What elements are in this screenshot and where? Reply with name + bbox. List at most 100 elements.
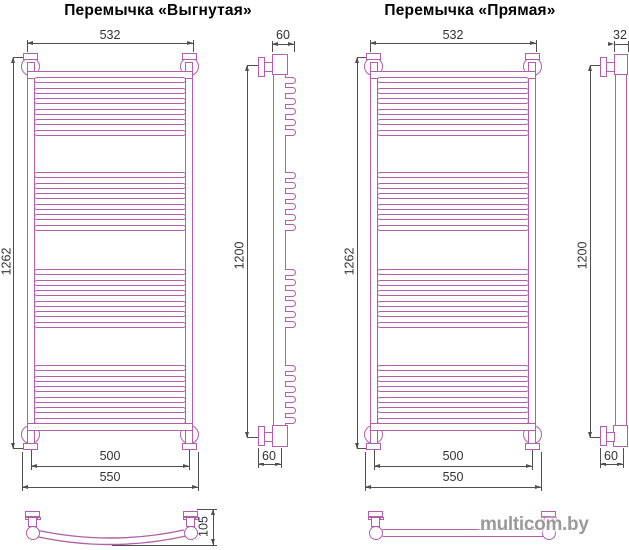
- right-drawing-title: Перемычка «Прямая»: [384, 2, 556, 19]
- curved-bar-stub: [284, 203, 296, 210]
- ladder-bar: [34, 365, 186, 371]
- dim-label-top-depth-right: 32: [613, 28, 627, 42]
- detail-cap-plate: [541, 511, 556, 517]
- dim-arrow: [600, 461, 606, 466]
- curved-bar-stub: [284, 97, 296, 105]
- ladder-bar: [34, 77, 186, 83]
- dim-label-side-height-right: 1200: [575, 241, 590, 270]
- detail-cap-plate: [25, 511, 40, 517]
- ladder-bar: [34, 203, 186, 210]
- ladder-bar: [34, 321, 186, 328]
- ladder-bar: [377, 396, 529, 403]
- ladder-bar: [377, 417, 529, 424]
- ladder-bar: [34, 214, 186, 220]
- ladder-bar: [377, 129, 529, 136]
- dimension-line: [373, 466, 533, 467]
- dimension-line: [30, 450, 32, 470]
- dim-label-bulge-depth: 105: [196, 516, 211, 537]
- dim-arrow: [354, 442, 359, 449]
- curved-bar-stub: [284, 364, 296, 372]
- bottom-crossbar-tube: [27, 423, 193, 431]
- dim-arrow: [607, 41, 614, 46]
- dim-arrow: [244, 65, 249, 71]
- curved-bar-stub: [284, 279, 296, 286]
- ladder-bar: [377, 203, 529, 210]
- dimension-line: [370, 43, 536, 44]
- ladder-bar: [34, 108, 186, 115]
- curved-bar-stub: [284, 268, 296, 276]
- bracket-cap: [23, 53, 38, 60]
- dimension-line: [280, 448, 282, 468]
- curved-bar-stub: [284, 396, 296, 403]
- dimension-line: [365, 487, 541, 488]
- dim-label-top-depth-left: 60: [276, 28, 290, 42]
- bracket-cap: [366, 53, 381, 60]
- ladder-bar: [34, 290, 186, 296]
- dim-label-overall-height-left: 1262: [0, 247, 14, 276]
- dimension-line: [357, 57, 367, 58]
- detail-ball: [25, 526, 40, 540]
- dimension-line: [30, 466, 190, 467]
- dim-arrow: [365, 484, 371, 489]
- dimension-line: [197, 509, 217, 510]
- ladder-bar: [377, 182, 529, 189]
- dimension-line: [192, 40, 194, 52]
- dimension-line: [22, 452, 23, 491]
- ladder-bar: [34, 193, 186, 199]
- ladder-bar: [34, 129, 186, 136]
- ladder-bar: [377, 224, 529, 231]
- dim-arrow: [272, 41, 278, 46]
- dim-arrow: [587, 431, 592, 438]
- dimension-line: [22, 487, 198, 488]
- ladder-bar: [34, 311, 186, 317]
- dim-arrow: [529, 40, 536, 45]
- detail-cap-plate: [368, 511, 383, 517]
- dimension-line: [370, 40, 371, 52]
- ladder-bar: [34, 279, 186, 286]
- dimension-line: [13, 448, 23, 449]
- dim-arrow: [10, 442, 15, 449]
- dim-label-overall-height-right: 1262: [342, 247, 357, 276]
- dimension-line: [627, 41, 629, 52]
- dimension-line: [590, 65, 591, 438]
- dim-arrow: [210, 509, 215, 515]
- dim-arrow: [30, 463, 37, 468]
- dimension-line: [614, 41, 615, 52]
- dimension-line: [622, 448, 624, 468]
- dimension-line: [532, 450, 533, 470]
- dimension-line: [590, 65, 602, 66]
- dimension-line: [272, 41, 273, 52]
- dim-arrow: [244, 431, 249, 438]
- dim-arrow: [373, 463, 380, 468]
- ladder-bar: [34, 407, 186, 413]
- bracket-cap: [182, 443, 197, 450]
- ladder-bar: [377, 98, 529, 104]
- curved-bar-stub: [284, 375, 296, 382]
- dim-arrow: [526, 463, 532, 468]
- crossbar-end: [272, 425, 288, 447]
- ladder-bar: [34, 375, 186, 382]
- dim-arrow: [354, 57, 359, 63]
- ladder-bar: [377, 214, 529, 220]
- curved-bar-stub: [284, 321, 296, 328]
- dimension-line: [373, 450, 375, 470]
- crossbar-end: [613, 425, 628, 447]
- curved-bar-stub: [284, 213, 296, 221]
- dimension-line: [13, 57, 23, 58]
- dim-arrow: [370, 40, 376, 45]
- ladder-bar: [34, 300, 186, 307]
- ladder-bar: [34, 87, 186, 94]
- dimension-line: [112, 545, 217, 546]
- bracket-cap: [366, 443, 381, 450]
- flange-neck: [606, 432, 615, 442]
- ladder-bar: [377, 77, 529, 83]
- curved-bar-stub: [284, 310, 296, 318]
- dimension-line: [293, 41, 295, 52]
- ladder-bar: [377, 321, 529, 328]
- ladder-bar: [377, 407, 529, 413]
- dim-label-bottom-depth-left: 60: [260, 450, 278, 463]
- ladder-bar: [377, 365, 529, 371]
- bracket-cap: [525, 53, 540, 60]
- detail-ball: [183, 526, 198, 540]
- left-drawing-title: Перемычка «Выгнутая»: [64, 2, 252, 19]
